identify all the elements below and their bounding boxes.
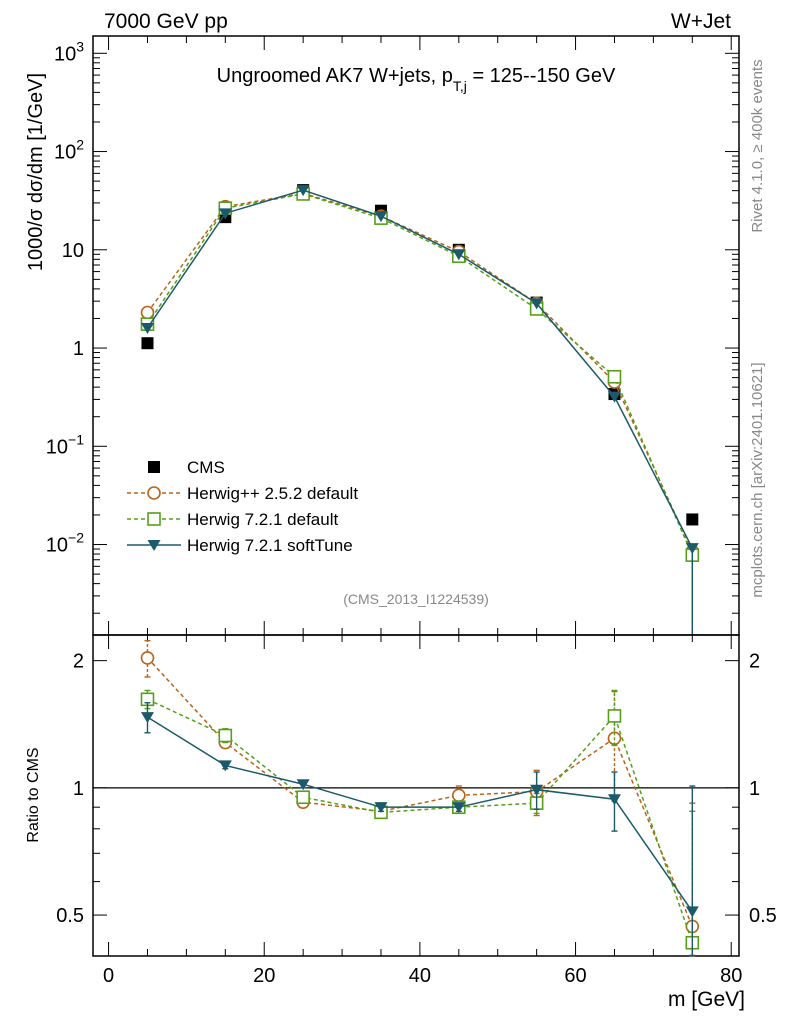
data-point xyxy=(141,337,154,350)
legend-entry-cms: CMS xyxy=(148,458,225,477)
ratio-y-tick-label: 1 xyxy=(73,778,84,800)
series-herwig-7-2-1-softtune xyxy=(140,185,699,555)
ratio-point xyxy=(685,906,699,918)
main-y-tick-label: 103 xyxy=(54,38,84,65)
ratio-point xyxy=(296,790,310,805)
series-line xyxy=(146,192,693,552)
x-tick-label: 20 xyxy=(253,965,275,987)
data-point xyxy=(374,211,388,223)
ratio-point xyxy=(452,802,466,814)
ratio-panel-frame xyxy=(92,634,740,957)
ratio-point xyxy=(607,709,622,723)
ratio-y-axis-label: Ratio to CMS xyxy=(25,747,42,842)
ratio-line xyxy=(146,657,693,927)
chart-title: Ungroomed AK7 W+jets, pT,j = 125--150 Ge… xyxy=(217,65,616,94)
main-y-tick-label: 10 xyxy=(62,240,84,262)
legend-label: Herwig 7.2.1 softTune xyxy=(187,536,353,555)
rivet-version-label: Rivet 4.1.0, ≥ 400k events xyxy=(749,59,766,232)
main-y-tick-label: 1 xyxy=(73,338,84,360)
data-point xyxy=(218,208,232,220)
ratio-point xyxy=(452,788,466,803)
x-tick-labels: 0 20 40 60 80 xyxy=(103,965,742,987)
ratio-line xyxy=(147,698,694,943)
ratio-point xyxy=(374,802,388,814)
analysis-id-label: (CMS_2013_I1224539) xyxy=(343,591,489,607)
data-point xyxy=(607,391,621,403)
legend-marker xyxy=(147,512,161,526)
title-tail: = 125--150 GeV xyxy=(467,65,616,87)
main-series-layer xyxy=(140,184,700,635)
ratio-y-tick-label: 0.5 xyxy=(56,905,84,927)
x-tick-label: 0 xyxy=(103,965,114,987)
ratio-y-tick-label-right: 0.5 xyxy=(749,905,777,927)
main-axis-ticks xyxy=(93,36,739,635)
ratio-point xyxy=(296,779,310,791)
main-y-axis-label: 1000/σ dσ/dm [1/GeV] xyxy=(25,73,47,271)
main-y-tick-label: 10−1 xyxy=(46,431,84,458)
data-point xyxy=(452,249,466,261)
series-line xyxy=(146,189,693,549)
ratio-y-tick-label: 2 xyxy=(73,651,84,673)
data-point xyxy=(686,513,699,526)
series-line xyxy=(146,193,693,556)
data-point xyxy=(296,185,310,197)
x-axis-label: m [GeV] xyxy=(668,988,745,1011)
legend-entry-herwig-7-2-1-softtune: Herwig 7.2.1 softTune xyxy=(127,536,353,555)
data-point xyxy=(140,322,154,334)
title-subscript: T,j xyxy=(453,78,467,94)
legend-marker xyxy=(147,540,161,551)
legend: CMS Herwig++ 2.5.2 default Herwig 7.2.1 de… xyxy=(127,458,358,555)
legend-label: CMS xyxy=(187,458,225,477)
legend-marker xyxy=(147,486,161,500)
ratio-y-tick-label-right: 2 xyxy=(749,651,760,673)
mcplots-label: mcplots.cern.ch [arXiv:2401.10621] xyxy=(749,362,766,597)
legend-label: Herwig 7.2.1 default xyxy=(187,510,338,529)
title-main: Ungroomed AK7 W+jets, p xyxy=(217,65,453,87)
ratio-point xyxy=(218,728,233,743)
main-y-tick-label: 10−2 xyxy=(46,530,84,557)
ratio-axis-ticks xyxy=(93,635,739,957)
legend-label: Herwig++ 2.5.2 default xyxy=(187,484,358,503)
ratio-series-herwig-7-2-1-softtune xyxy=(140,702,699,957)
data-point xyxy=(530,298,544,310)
collision-label: 7000 GeV pp xyxy=(104,10,228,33)
ratio-point xyxy=(218,760,232,772)
x-tick-label: 60 xyxy=(564,965,586,987)
ratio-line xyxy=(147,716,693,912)
ratio-point xyxy=(607,794,621,806)
process-label: W+Jet xyxy=(671,10,731,33)
ratio-series-layer xyxy=(140,639,700,957)
legend-entry-herwig-7-2-1-default: Herwig 7.2.1 default xyxy=(127,510,338,529)
main-y-tick-label: 102 xyxy=(54,137,84,164)
ratio-y-tick-label-right: 1 xyxy=(749,778,760,800)
series-herwig-7-2-1-default xyxy=(140,187,700,562)
ratio-y-tick-labels: 0.5 0.5 1 1 2 2 xyxy=(56,651,777,927)
ratio-point xyxy=(140,651,155,665)
ratio-point xyxy=(530,784,544,796)
ratio-point xyxy=(140,712,154,724)
x-tick-label: 40 xyxy=(409,965,431,987)
legend-marker xyxy=(148,461,160,473)
data-point xyxy=(607,369,622,384)
legend-entry-herwig-2-5-2-default: Herwig++ 2.5.2 default xyxy=(127,484,358,503)
x-tick-label: 80 xyxy=(720,965,742,987)
